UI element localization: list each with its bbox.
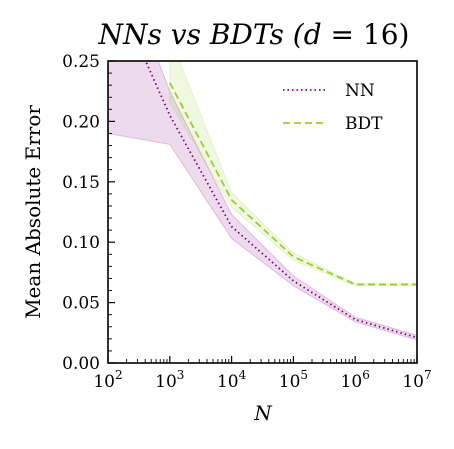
legend: NN BDT [283,81,383,134]
legend-label-nn: NN [345,81,375,101]
y-tick-label-2: 0.10 [62,233,100,253]
y-tick-label-1: 0.05 [62,294,100,314]
chart-title-rest: = 16) [322,18,410,51]
x-tick-label-5: 107 [402,368,431,392]
line-bdt [169,82,417,286]
y-tick-label-5: 0.25 [62,52,100,72]
y-tick-label-3: 0.15 [62,173,100,193]
chart-title-main: NNs vs BDTs ( [98,18,305,51]
band-nn [108,61,417,341]
line-nn [144,61,417,339]
y-axis-label: Mean Absolute Error [21,105,45,319]
x-tick-label-0: 102 [93,368,122,392]
x-tick-label-4: 106 [341,368,370,392]
chart-title: NNs vs BDTs (d = 16) [98,18,410,51]
chart-title-var: d [304,18,322,51]
x-axis-ticks: 102 103 104 105 106 107 [93,356,432,392]
y-tick-label-4: 0.20 [62,112,100,132]
x-axis-label: N [253,401,273,425]
error-bands [108,61,417,341]
y-axis-ticks: 0.00 0.05 0.10 0.15 0.20 0.25 [62,52,115,374]
band-bdt [169,61,417,287]
plot-frame [107,60,418,364]
x-tick-label-3: 105 [279,368,308,392]
series-lines [144,61,417,339]
x-tick-label-1: 103 [155,368,184,392]
x-tick-label-2: 104 [217,368,247,392]
y-tick-label-0: 0.00 [62,354,100,374]
legend-label-bdt: BDT [345,114,383,134]
